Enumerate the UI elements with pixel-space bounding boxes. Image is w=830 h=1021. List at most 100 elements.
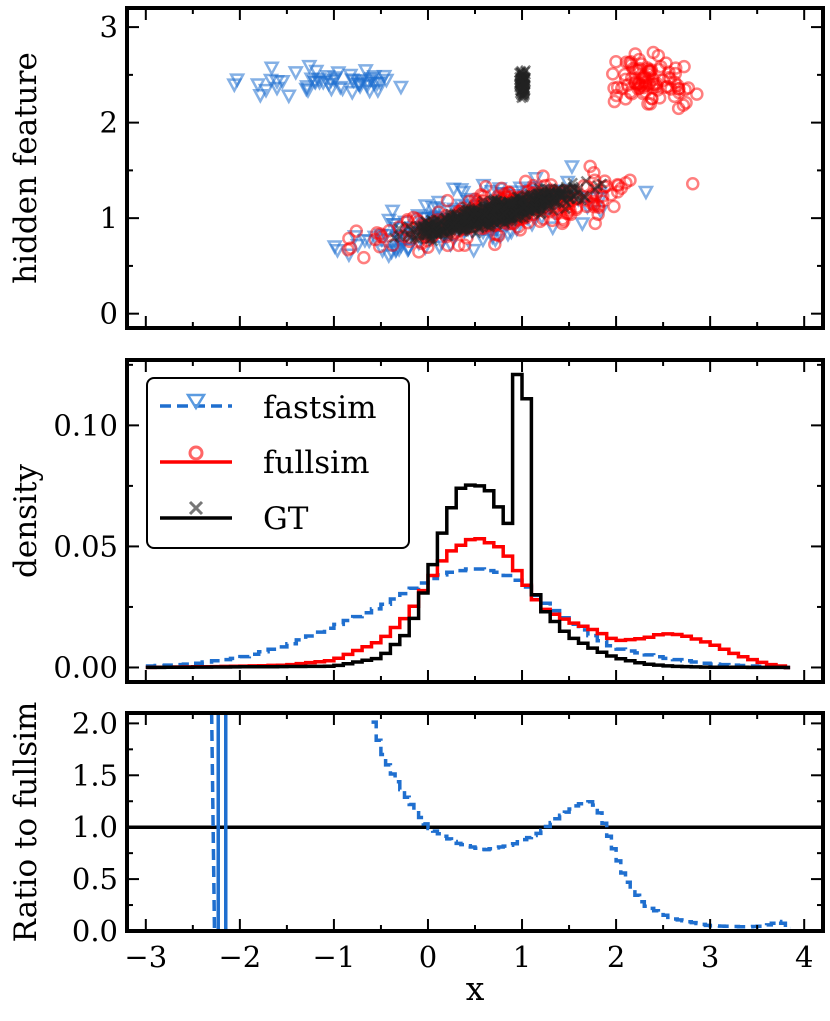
gt-point: [539, 194, 551, 206]
gt-point: [524, 205, 535, 217]
fullsim-point: [619, 55, 634, 69]
legend-box: [146, 377, 410, 549]
fullsim-point: [412, 245, 426, 259]
fullsim-point: [652, 91, 667, 105]
fullsim-point: [611, 178, 625, 193]
fastsim-point: [399, 243, 416, 259]
fullsim-point: [488, 237, 502, 252]
fullsim-point: [382, 224, 396, 238]
fastsim-point: [363, 71, 380, 87]
y-tick-label: 2.0: [72, 706, 118, 740]
fullsim-point: [536, 169, 550, 183]
fullsim-point: [679, 96, 693, 110]
gt-point: [516, 193, 528, 205]
ratio-panel: 0.0 0.5 1.0 1.5 2.0 −3 −2 −1 0 1 2 3 4 Ratio to full…: [8, 702, 825, 1008]
fastsim-point: [563, 160, 581, 176]
fastsim-point: [350, 77, 367, 93]
gt-point: [388, 232, 400, 244]
fastsim-point: [226, 78, 243, 94]
gt-point: [524, 188, 536, 200]
fastsim-point: [369, 84, 387, 99]
gt-point: [473, 222, 485, 234]
y-tick-label: 2: [100, 106, 118, 140]
fastsim-point: [383, 245, 400, 261]
x-tick-label: 4: [795, 940, 813, 974]
fastsim-point: [378, 73, 395, 89]
y-tick-label: 0.0: [72, 914, 118, 948]
fullsim-point: [479, 180, 493, 194]
x-tick-label: 1: [513, 940, 531, 974]
fullsim-point: [632, 81, 647, 95]
fullsim-point: [370, 226, 384, 240]
gt-point: [567, 181, 579, 193]
x-tick-label: 0: [419, 940, 437, 974]
gt-point: [459, 213, 470, 225]
fullsim-point: [668, 66, 683, 81]
fastsim-point: [392, 80, 410, 96]
fullsim-point: [651, 48, 666, 63]
legend-fastsim-label: fastsim: [263, 390, 377, 426]
y-tick-label: 0.5: [72, 862, 118, 896]
GT-density-line: [145, 372, 791, 670]
fastsim-point: [274, 75, 291, 90]
gt-point: [503, 197, 515, 208]
gt-point: [489, 203, 501, 215]
fullsim-point: [660, 79, 675, 94]
gt-point: [413, 230, 425, 241]
gt-point: [442, 231, 454, 242]
fastsim-point: [323, 82, 340, 98]
gt-point: [514, 71, 525, 83]
scatter-frame: [125, 6, 825, 330]
fullsim-point: [440, 193, 455, 208]
fullsim-point: [457, 238, 472, 253]
y-tick-label: 0.10: [53, 408, 118, 442]
fastsim-point: [268, 81, 286, 97]
fullsim-point: [588, 216, 602, 231]
fastsim-point: [308, 64, 325, 80]
gt-point: [430, 225, 442, 237]
fastsim-point: [263, 61, 280, 77]
gt-point: [470, 227, 482, 239]
fastsim-point: [465, 243, 482, 259]
fullsim-point: [610, 185, 625, 199]
x-tick-label: 2: [607, 940, 625, 974]
fastsim-density-line: [145, 567, 791, 670]
gt-point: [559, 203, 571, 215]
fullsim-point: [606, 67, 620, 81]
fullsim-point: [677, 59, 691, 74]
fullsim-point: [619, 176, 633, 190]
gt-point: [482, 216, 494, 228]
ratio-xlabel: x: [466, 969, 485, 1008]
y-tick-label: 1: [100, 201, 118, 235]
x-tick-label: 3: [701, 940, 719, 974]
y-tick-label: 0.05: [53, 529, 118, 563]
fullsim-point: [357, 250, 371, 265]
gt-point: [562, 189, 574, 200]
gt-point: [547, 205, 559, 216]
gt-point: [509, 208, 521, 219]
fullsim-density-line: [145, 537, 791, 670]
legend-fullsim-label: fullsim: [263, 445, 370, 481]
fastsim-point: [326, 71, 344, 87]
fastsim-point: [280, 89, 297, 105]
x-tick-label: −2: [218, 940, 261, 974]
fastsim-point: [342, 68, 359, 84]
fullsim-point: [342, 231, 356, 246]
ratio-frame: [125, 711, 825, 933]
fastsim-point: [637, 185, 655, 201]
fastsim-point: [257, 83, 275, 99]
fastsim-point: [307, 75, 324, 91]
fullsim-point: [624, 55, 638, 69]
fullsim-point: [641, 64, 656, 78]
gt-point: [553, 183, 565, 194]
y-tick-label: 0.00: [53, 650, 118, 684]
fastsim-point: [453, 183, 470, 198]
gt-point: [459, 223, 471, 234]
fullsim-point: [607, 81, 621, 95]
gt-point: [519, 79, 531, 91]
fullsim-point: [349, 224, 364, 238]
gt-point: [592, 180, 604, 191]
gt-point: [431, 228, 442, 239]
fastsim-point: [366, 70, 383, 86]
fastsim-point: [359, 79, 376, 95]
